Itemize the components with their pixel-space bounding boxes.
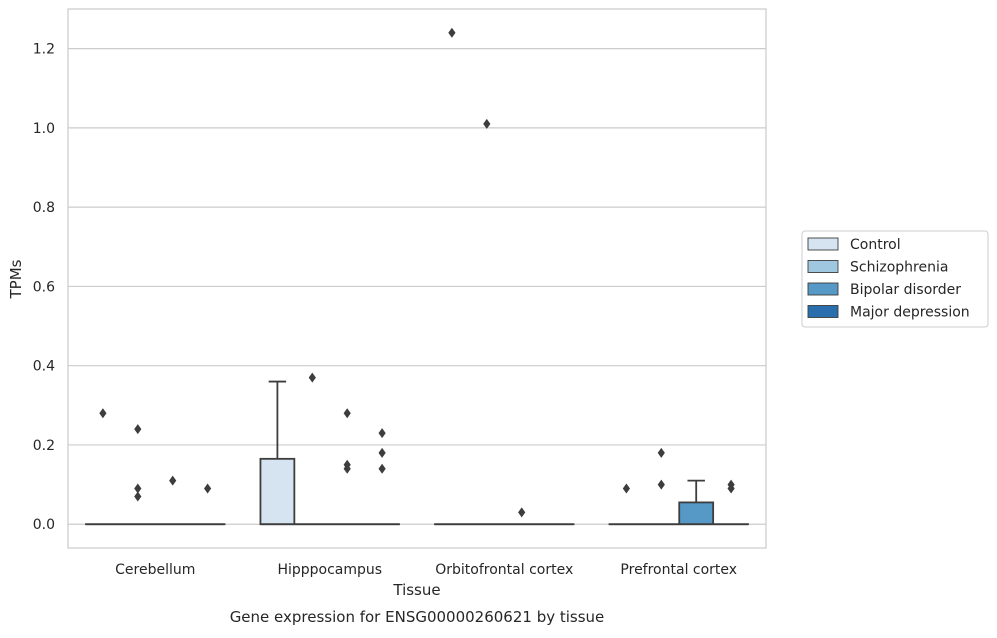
outlier-point: [134, 491, 141, 501]
x-tick-label: Cerebellum: [115, 562, 195, 578]
legend: Control Schizophrenia Bipolar disorder Majo…: [802, 231, 988, 327]
outlier-point: [99, 408, 106, 418]
y-tick-label: 0.0: [33, 517, 55, 533]
figure-caption: Gene expression for ENSG00000260621 by t…: [230, 608, 605, 626]
outlier-point: [134, 424, 141, 434]
y-tick-label: 1.2: [33, 42, 55, 58]
box: [679, 502, 713, 524]
outlier-point: [309, 373, 316, 383]
x-axis-label: Tissue: [392, 581, 440, 599]
y-tick-label: 1.0: [33, 121, 55, 137]
outlier-point: [204, 484, 211, 494]
legend-swatch: [808, 306, 838, 318]
legend-label: Schizophrenia: [850, 260, 948, 276]
box: [260, 459, 294, 524]
legend-label: Bipolar disorder: [850, 282, 961, 298]
legend-label: Major depression: [850, 305, 970, 321]
outliers: [99, 28, 734, 518]
legend-swatch: [808, 238, 838, 250]
y-tick-label: 0.6: [33, 279, 55, 295]
boxes: [86, 382, 748, 525]
x-tick-label: Prefrontal cortex: [620, 562, 737, 578]
legend-swatch: [808, 283, 838, 295]
y-tick-label: 0.2: [33, 438, 55, 454]
plot-frame: [68, 9, 766, 548]
outlier-point: [379, 448, 386, 458]
outlier-point: [379, 464, 386, 474]
outlier-point: [344, 408, 351, 418]
outlier-point: [623, 484, 630, 494]
x-tick-label: Orbitofrontal cortex: [435, 562, 573, 578]
y-tick-labels: 0.0 0.2 0.4 0.6 0.8 1.0 1.2: [33, 42, 55, 534]
outlier-point: [658, 448, 665, 458]
outlier-point: [658, 480, 665, 490]
y-tick-label: 0.4: [33, 359, 55, 375]
x-tick-label: Hipppocampus: [277, 562, 382, 578]
outlier-point: [169, 476, 176, 486]
x-tick-labels: Cerebellum Hipppocampus Orbitofrontal cort…: [115, 562, 737, 578]
y-axis-label: TPMs: [7, 259, 25, 299]
y-tick-label: 0.8: [33, 200, 55, 216]
outlier-point: [379, 428, 386, 438]
outlier-point: [448, 28, 455, 38]
legend-label: Control: [850, 237, 901, 253]
legend-swatch: [808, 261, 838, 273]
outlier-point: [518, 507, 525, 517]
